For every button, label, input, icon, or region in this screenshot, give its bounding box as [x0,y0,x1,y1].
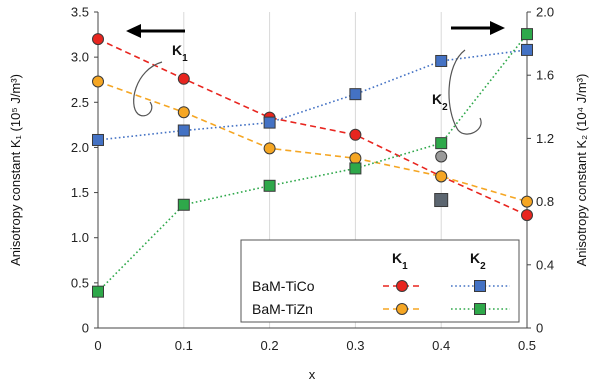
arrow-right-head [490,21,505,35]
legend-marker-k2 [474,303,486,315]
data-point-k2 [92,285,104,298]
loop-k1 [133,61,163,117]
y-tick-label-right: 0 [536,321,543,336]
y-axis-label-right: Anisotropy constant K₂ (10⁴ J/m³) [574,74,589,267]
x-axis-label: x [309,367,316,382]
extra-point-circle [435,150,448,163]
data-point-k1 [521,209,533,222]
x-tick-label: 0.5 [518,338,536,353]
data-point-k2 [263,116,276,129]
data-point-k2 [521,43,533,56]
annotations: K1 K2 [126,21,505,135]
data-point-k1 [435,170,448,183]
extra-point-square [434,193,449,208]
legend-label: BaM-TiZn [252,301,313,317]
y-tick-label-right: 2.0 [536,5,554,20]
data-point-k2 [92,133,104,146]
legend-marker-k1 [396,303,408,315]
x-tick-label: 0 [94,338,101,353]
legend-marker-k1 [396,280,408,292]
data-point-k2 [349,162,362,175]
y-axis-label-left: Anisotropy constant K₁ (10⁵ J/m³) [8,74,23,266]
x-tick-label: 0.2 [261,338,279,353]
y-tick-label-left: 3.5 [71,5,89,20]
y-tick-label-left: 2.0 [71,140,89,155]
arrow-left-head [126,24,141,38]
data-point-k1 [349,128,362,141]
series-line-k1-bam-tico [97,38,528,216]
legend: K1 K2 BaM-TiCo BaM-TiZn [240,239,520,323]
data-point-k1 [521,195,533,208]
y-tick-label-left: 3.0 [71,50,89,65]
data-point-k1 [92,33,104,46]
data-point-k1 [177,72,190,85]
data-series [92,28,533,298]
x-tick-label: 0.1 [175,338,193,353]
annotation-k1: K1 [172,42,188,64]
y-tick-label-left: 1.5 [71,185,89,200]
y-tick-label-right: 1.2 [536,131,554,146]
data-point-k1 [263,142,276,155]
loop-k2 [448,49,482,135]
y-tick-label-left: 0 [82,321,89,336]
data-point-k2 [349,88,362,101]
y-tick-label-right: 0.4 [536,257,554,272]
axes: 0 0.1 0.2 0.3 0.4 0.500.51.01.52.02.53.03.500… [8,5,589,354]
x-tick-label: 0.4 [432,338,450,353]
data-point-k2 [435,54,448,67]
y-tick-label-left: 0.5 [71,275,89,290]
data-point-k1 [177,106,190,119]
legend-header-k2: K2 [470,250,486,272]
y-tick-label-left: 2.5 [71,95,89,110]
data-point-k1 [92,75,104,88]
legend-marker-k2 [474,280,486,292]
x-tick-label: 0.3 [346,338,364,353]
y-tick-label-left: 1.0 [71,230,89,245]
series-line-k2-bam-tico [97,49,528,141]
data-point-k2 [177,198,190,211]
legend-header-k1: K1 [392,250,408,272]
y-tick-label-right: 0.8 [536,194,554,209]
series-line-k2-bam-tizn [97,33,528,293]
data-point-k1 [349,152,362,165]
annotation-k2: K2 [432,91,448,113]
legend-label: BaM-TiCo [252,278,315,294]
y-tick-label-right: 1.6 [536,68,554,83]
data-point-k2 [263,179,276,192]
data-point-k2 [521,28,533,41]
data-point-k2 [435,137,448,150]
data-point-k2 [177,124,190,137]
series-line-k1-bam-tizn [97,80,528,203]
